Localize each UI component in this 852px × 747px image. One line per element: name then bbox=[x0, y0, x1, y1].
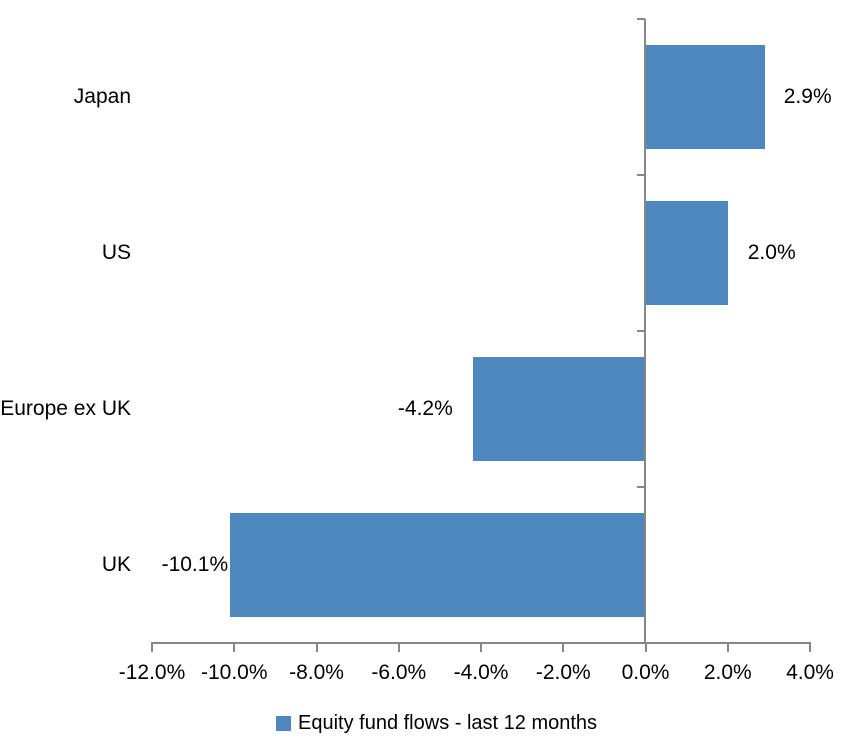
y-axis-line bbox=[644, 19, 646, 644]
bar-europe-ex-uk bbox=[472, 357, 646, 461]
x-axis-tick bbox=[480, 644, 482, 652]
bar-uk bbox=[230, 513, 646, 617]
x-axis-tick-label: -8.0% bbox=[289, 661, 344, 684]
x-axis-tick-label: -4.0% bbox=[453, 661, 509, 684]
x-axis-tick-label: 0.0% bbox=[621, 661, 670, 684]
y-axis-tick bbox=[637, 18, 645, 20]
x-axis-tick bbox=[809, 644, 811, 652]
x-axis-line bbox=[151, 642, 811, 644]
data-label-europe-ex-uk: -4.2% bbox=[397, 397, 453, 420]
category-label-uk: UK bbox=[101, 553, 131, 576]
x-axis-tick bbox=[397, 644, 400, 652]
x-axis-tick-label: 2.0% bbox=[703, 661, 752, 684]
category-label-japan: Japan bbox=[73, 85, 131, 108]
data-label-uk: -10.1% bbox=[161, 553, 229, 576]
category-label-europe-ex-uk: Europe ex UK bbox=[0, 397, 131, 420]
x-axis-tick-label: -12.0% bbox=[118, 661, 186, 684]
y-axis-tick bbox=[637, 330, 645, 332]
x-axis-tick-label: -10.0% bbox=[200, 661, 268, 684]
x-axis-tick bbox=[726, 644, 729, 652]
x-axis-tick-label: -2.0% bbox=[535, 661, 591, 684]
legend-label: Equity fund flows - last 12 months bbox=[298, 712, 598, 734]
legend-marker-icon bbox=[276, 715, 291, 731]
x-axis-tick bbox=[644, 644, 647, 652]
data-label-japan: 2.9% bbox=[783, 85, 832, 108]
bar-us bbox=[645, 201, 728, 305]
x-axis-tick bbox=[562, 644, 565, 652]
x-axis-tick bbox=[315, 644, 318, 652]
y-axis-tick bbox=[637, 174, 645, 176]
x-axis-tick bbox=[151, 644, 153, 652]
y-axis-tick bbox=[637, 486, 645, 488]
category-label-us: US bbox=[101, 241, 131, 264]
data-label-us: 2.0% bbox=[747, 241, 796, 264]
x-axis-tick bbox=[233, 644, 236, 652]
x-axis-tick-label: -6.0% bbox=[371, 661, 427, 684]
bar-japan bbox=[645, 45, 765, 149]
x-axis-tick-label: 4.0% bbox=[786, 661, 834, 684]
legend: Equity fund flows - last 12 months bbox=[276, 711, 597, 735]
